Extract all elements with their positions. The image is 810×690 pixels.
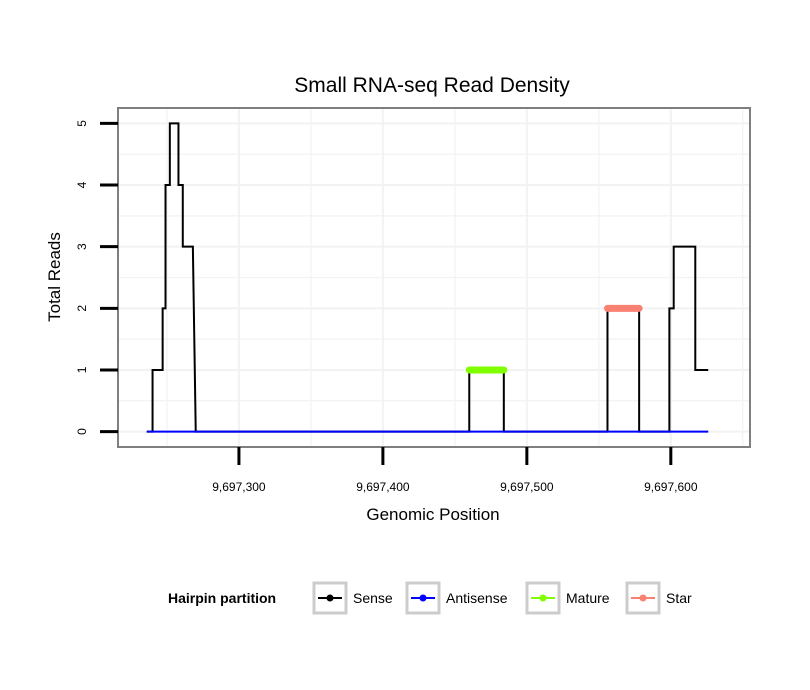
legend-label-antisense: Antisense: [446, 590, 508, 606]
legend-marker-antisense: [419, 594, 427, 602]
y-tick-label: 0: [75, 428, 89, 435]
y-tick-label: 1: [75, 366, 89, 373]
legend-marker-mature: [539, 594, 547, 602]
legend-label-mature: Mature: [566, 590, 610, 606]
x-tick-label: 9,697,600: [644, 480, 698, 494]
x-axis-title: Genomic Position: [366, 505, 499, 524]
legend-marker-sense: [326, 594, 334, 602]
x-tick-label: 9,697,300: [212, 480, 266, 494]
legend-marker-star: [639, 594, 647, 602]
legend: Hairpin partition Sense Antisense Mature St…: [168, 581, 692, 615]
x-tick-label: 9,697,400: [356, 480, 410, 494]
y-axis: 0 1 2 3 4 5: [75, 120, 118, 435]
y-tick-label: 5: [75, 120, 89, 127]
x-tick-label: 9,697,500: [500, 480, 554, 494]
y-tick-label: 2: [75, 305, 89, 312]
legend-title: Hairpin partition: [168, 590, 276, 606]
y-tick-label: 4: [75, 181, 89, 188]
legend-label-sense: Sense: [353, 590, 393, 606]
plot-border: [117, 107, 751, 448]
series-layer: [146, 122, 709, 433]
y-axis-title: Total Reads: [45, 232, 64, 322]
chart-title: Small RNA-seq Read Density: [294, 74, 570, 97]
legend-label-star: Star: [666, 590, 692, 606]
y-tick-label: 3: [75, 243, 89, 250]
x-axis: 9,697,300 9,697,400 9,697,500 9,697,600: [212, 447, 698, 494]
